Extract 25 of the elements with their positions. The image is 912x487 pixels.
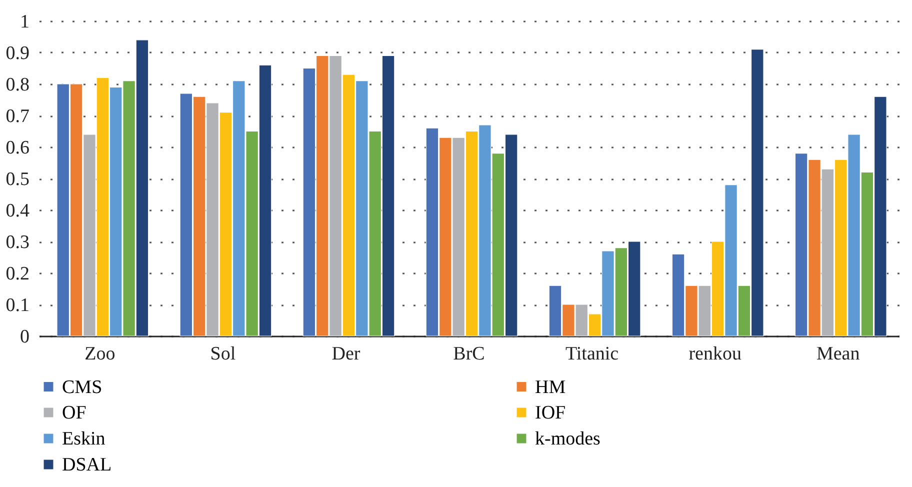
y-tick-label: 0.4: [6, 200, 30, 222]
legend-label: HM: [535, 376, 566, 398]
x-tick-label: Sol: [210, 344, 236, 364]
x-tick-label: Zoo: [84, 344, 116, 364]
x-tick-label: BrC: [453, 344, 485, 364]
y-tick-label: 1: [20, 12, 30, 32]
legend-label: CMS: [62, 376, 102, 398]
y-tick-label: 0.9: [6, 43, 30, 64]
y-tick-label: 0.7: [6, 106, 30, 127]
legend-label: k-modes: [535, 428, 600, 450]
legend-label: Eskin: [62, 428, 106, 450]
legend-label: OF: [62, 402, 86, 424]
x-tick-label: Titanic: [565, 344, 619, 364]
y-tick-label: 0.2: [6, 264, 30, 284]
y-tick-label: 0.1: [6, 295, 30, 316]
x-tick-label: renkou: [688, 344, 742, 364]
y-tick-label: 0.3: [6, 232, 30, 253]
y-tick-label: 0.6: [6, 138, 30, 158]
y-tick-label: 0.8: [6, 74, 30, 96]
y-tick-label: 0.5: [6, 169, 30, 190]
x-tick-label: Mean: [816, 344, 860, 364]
legend-label: IOF: [535, 402, 566, 424]
y-tick-label: 0: [20, 326, 30, 348]
x-tick-label: Der: [332, 344, 361, 364]
legend-label: DSAL: [62, 454, 112, 476]
